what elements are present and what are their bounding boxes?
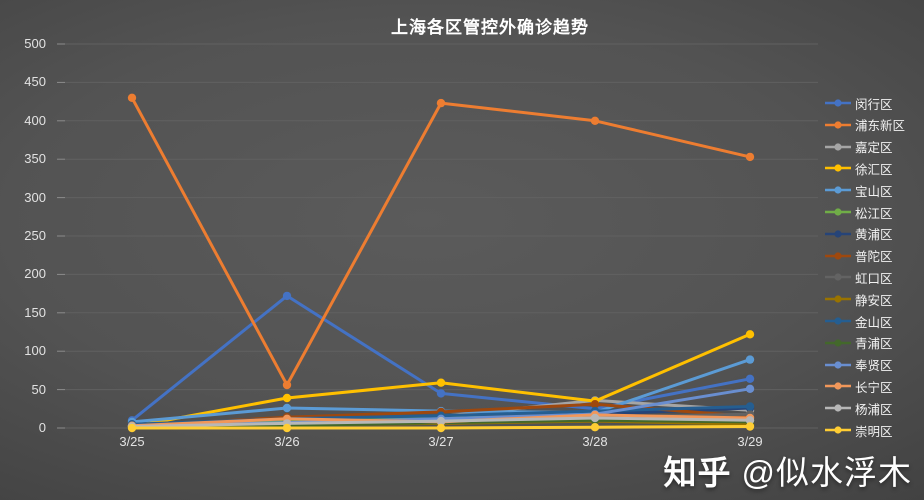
marker-崇明区-3/25 <box>127 423 137 433</box>
marker-崇明区-3/28 <box>590 423 600 432</box>
legend-key-icon <box>825 230 851 238</box>
legend-item-崇明区: 崇明区 <box>824 420 893 440</box>
legend-item-普陀区: 普陀区 <box>824 246 893 266</box>
watermark-handle: @似水浮木 <box>741 454 912 491</box>
marker-浦东新区-3/27 <box>436 98 446 108</box>
x-tick-label-3/25: 3/25 <box>119 434 145 449</box>
y-tick-label-500: 500 <box>24 36 46 51</box>
y-tick-label-350: 350 <box>24 151 46 167</box>
marker-普陀区-3/28 <box>590 400 600 409</box>
marker-徐汇区-3/27 <box>436 378 446 387</box>
marker-徐汇区-3/26 <box>282 393 292 403</box>
legend-item-金山区: 金山区 <box>824 311 893 331</box>
legend-key-icon <box>825 121 851 129</box>
marker-浦东新区-3/29 <box>745 152 755 162</box>
legend-label: 宝山区 <box>855 184 893 199</box>
legend-item-宝山区: 宝山区 <box>824 180 893 200</box>
y-tick-label-400: 400 <box>24 112 46 128</box>
legend-key-icon <box>825 186 851 194</box>
legend-item-静安区: 静安区 <box>824 289 893 309</box>
marker-崇明区-3/27 <box>436 423 446 433</box>
marker-宝山区-3/29 <box>745 355 755 364</box>
marker-浦东新区-3/28 <box>590 116 600 126</box>
y-tick-label-150: 150 <box>24 304 46 320</box>
legend-key-icon <box>825 164 851 172</box>
legend-key-icon <box>825 99 851 107</box>
legend-key-icon <box>825 295 851 303</box>
legend-key-icon <box>825 382 851 390</box>
legend-item-虹口区: 虹口区 <box>824 267 893 287</box>
legend-label: 浦东新区 <box>855 119 906 134</box>
y-tick-label-300: 300 <box>24 189 46 205</box>
line-闵行区 <box>130 294 752 422</box>
x-tick-label-3/28: 3/28 <box>582 434 608 449</box>
watermark: 知乎 @似水浮木 <box>664 446 913 494</box>
marker-杨浦区-3/28 <box>590 413 600 423</box>
legend-key-icon <box>825 339 851 347</box>
y-tick-label-100: 100 <box>24 343 46 359</box>
legend-label: 静安区 <box>855 293 893 308</box>
legend-label: 青浦区 <box>855 337 893 352</box>
legend-key-icon <box>825 317 851 325</box>
marker-金山区-3/29 <box>745 402 755 411</box>
legend-label: 嘉定区 <box>855 141 893 156</box>
legend-item-浦东新区: 浦东新区 <box>824 115 905 135</box>
legend-key-icon <box>825 208 851 216</box>
legend-key-icon <box>825 251 851 260</box>
x-tick-label-3/26: 3/26 <box>274 434 300 449</box>
legend-item-青浦区: 青浦区 <box>824 333 893 353</box>
marker-浦东新区-3/26 <box>282 380 292 390</box>
legend-item-徐汇区: 徐汇区 <box>824 158 893 178</box>
legend-key-icon <box>825 426 851 434</box>
legend-label: 普陀区 <box>855 250 893 265</box>
y-tick-label-0: 0 <box>38 420 46 435</box>
marker-闵行区-3/27 <box>436 389 446 398</box>
legend-key-icon <box>825 273 851 281</box>
legend-key-icon <box>825 404 851 412</box>
marker-杨浦区-3/27 <box>436 416 446 426</box>
marker-崇明区-3/26 <box>282 423 292 433</box>
marker-杨浦区-3/29 <box>745 416 755 425</box>
legend-item-黄浦区: 黄浦区 <box>824 224 893 244</box>
marker-崇明区-3/29 <box>745 422 755 431</box>
y-tick-label-250: 250 <box>24 228 46 243</box>
legend-item-松江区: 松江区 <box>824 202 893 222</box>
marker-徐汇区-3/29 <box>745 330 755 339</box>
legend-item-奉贤区: 奉贤区 <box>824 355 893 375</box>
x-tick-label-3/29: 3/29 <box>737 434 763 449</box>
marker-闵行区-3/26 <box>282 291 292 301</box>
line-浦东新区 <box>130 96 752 387</box>
legend-label: 杨浦区 <box>855 402 893 417</box>
y-tick-label-200: 200 <box>24 266 46 282</box>
legend-item-长宁区: 长宁区 <box>824 376 893 396</box>
legend-label: 虹口区 <box>855 271 893 286</box>
legend-label: 崇明区 <box>855 424 893 439</box>
legend-label: 松江区 <box>855 206 893 221</box>
watermark-brand: 知乎 <box>663 454 732 491</box>
legend-key-icon <box>825 142 851 151</box>
y-tick-label-450: 450 <box>24 74 46 90</box>
marker-浦东新区-3/25 <box>127 93 137 103</box>
legend-label: 金山区 <box>855 315 893 330</box>
legend-label: 长宁区 <box>855 380 893 395</box>
y-tick-label-50: 50 <box>31 381 46 397</box>
legend-label: 徐汇区 <box>855 162 893 177</box>
marker-宝山区-3/26 <box>282 403 292 413</box>
x-tick-label-3/27: 3/27 <box>428 434 454 449</box>
legend-item-杨浦区: 杨浦区 <box>824 398 893 418</box>
legend-item-嘉定区: 嘉定区 <box>824 137 893 157</box>
legend-label: 闵行区 <box>855 97 893 112</box>
marker-奉贤区-3/29 <box>745 384 755 393</box>
chart-title: 上海各区管控外确诊趋势 <box>391 18 589 37</box>
legend-key-icon <box>825 360 851 369</box>
legend-label: 奉贤区 <box>855 359 893 374</box>
legend-label: 黄浦区 <box>855 228 893 243</box>
legend-item-闵行区: 闵行区 <box>824 93 893 113</box>
marker-闵行区-3/29 <box>745 374 755 383</box>
